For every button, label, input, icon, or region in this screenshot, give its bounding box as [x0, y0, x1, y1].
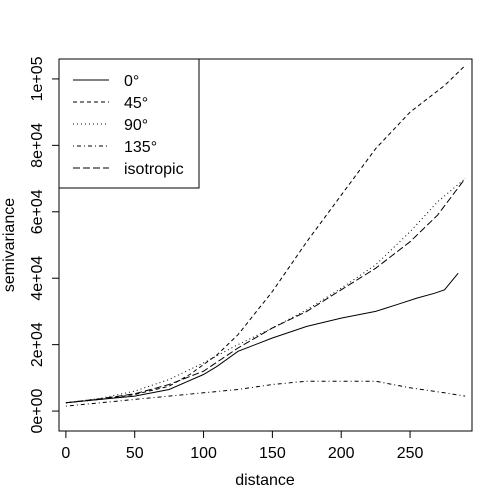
y-tick-label: 4e+04 [29, 256, 46, 301]
plot-area [65, 65, 466, 407]
y-tick-label: 2e+04 [29, 322, 46, 367]
x-tick-label: 150 [259, 445, 286, 462]
legend: 0° 45° 90° 135° isotropic [58, 58, 200, 189]
series-line-45 [65, 65, 466, 404]
x-tick-label: 200 [328, 445, 355, 462]
y-axis: 0e+00 2e+04 4e+04 6e+04 8e+04 1e+05 [29, 56, 60, 434]
series-line-isotropic [65, 178, 466, 404]
x-axis: 0 50 100 150 200 250 [61, 430, 424, 462]
y-tick-label: 1e+05 [29, 56, 46, 101]
x-tick-label: 250 [397, 445, 424, 462]
y-tick-label: 0e+00 [29, 389, 46, 434]
legend-label: 45° [124, 95, 148, 112]
y-tick-label: 6e+04 [29, 189, 46, 234]
y-tick-label: 8e+04 [29, 123, 46, 168]
series-line-135 [65, 380, 466, 407]
x-tick-label: 100 [190, 445, 217, 462]
x-axis-title: distance [235, 472, 295, 489]
x-tick-label: 50 [126, 445, 144, 462]
legend-label: 0° [124, 73, 139, 90]
legend-label: isotropic [124, 161, 184, 178]
legend-label: 135° [124, 139, 157, 156]
x-tick-label: 0 [61, 445, 70, 462]
series-line-0 [65, 272, 459, 404]
series-line-90 [65, 178, 466, 404]
y-axis-title: semivariance [1, 198, 18, 292]
legend-label: 90° [124, 117, 148, 134]
